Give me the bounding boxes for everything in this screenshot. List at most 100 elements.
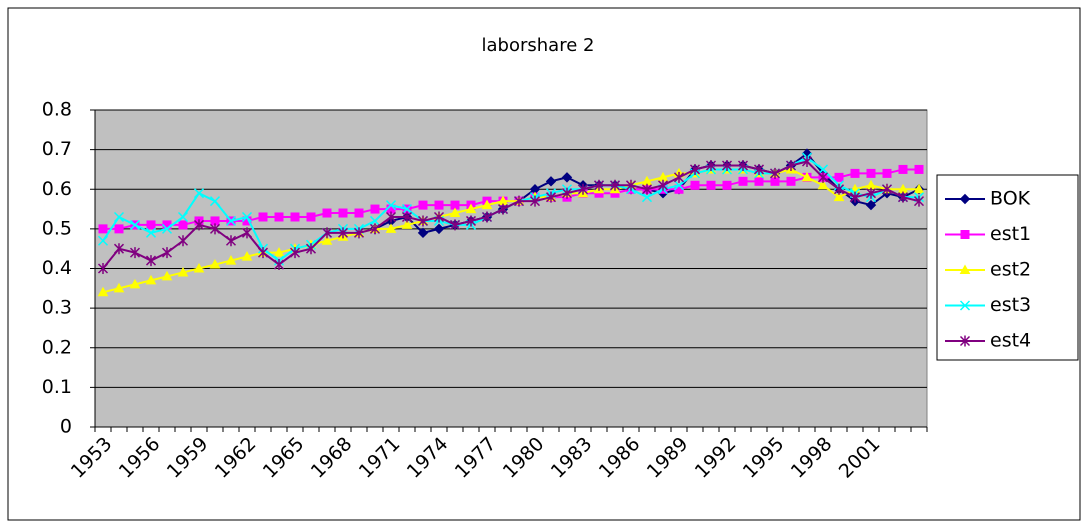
legend-marker (959, 264, 971, 274)
data-point (193, 188, 205, 199)
data-point (881, 183, 893, 195)
data-point (673, 180, 685, 191)
data-point (913, 183, 925, 194)
data-point (129, 278, 141, 289)
data-point (449, 219, 461, 231)
data-point (369, 223, 381, 235)
data-point (914, 164, 924, 174)
data-point (897, 191, 909, 203)
data-point (449, 207, 461, 218)
data-point (241, 227, 253, 239)
data-point (145, 227, 157, 238)
data-point (706, 180, 716, 190)
data-point (849, 191, 861, 203)
data-point (817, 164, 829, 175)
data-point (785, 159, 797, 171)
data-point (833, 183, 845, 195)
data-point (258, 212, 268, 222)
data-point (737, 159, 749, 171)
data-point (801, 156, 813, 168)
data-point (898, 164, 908, 174)
data-point (241, 211, 253, 223)
y-tick-label: 0.5 (42, 217, 72, 239)
data-point (865, 187, 877, 199)
data-point (401, 204, 413, 215)
data-point (497, 203, 509, 215)
data-point (178, 220, 188, 230)
data-point (257, 247, 269, 259)
data-point (417, 227, 429, 239)
legend-label: est2 (990, 259, 1031, 281)
series-line (102, 168, 919, 294)
data-point (738, 176, 748, 186)
data-point (418, 200, 428, 210)
data-point (289, 247, 301, 259)
data-point (465, 215, 477, 227)
data-point (417, 215, 429, 227)
data-point (209, 259, 221, 269)
data-point (113, 243, 125, 255)
legend-label: BOK (990, 188, 1031, 210)
legend-marker (960, 230, 970, 239)
data-point (561, 172, 573, 183)
data-point (529, 195, 541, 207)
data-point (177, 211, 189, 223)
series-line (102, 160, 920, 270)
data-point (481, 211, 493, 223)
data-point (225, 235, 237, 247)
data-point (577, 183, 589, 195)
data-point (401, 219, 413, 229)
data-point (321, 227, 333, 239)
data-point (273, 259, 285, 271)
y-tick-label: 0.2 (42, 336, 72, 358)
data-point (705, 159, 717, 171)
data-point (114, 224, 124, 234)
data-point (834, 172, 844, 182)
data-point (225, 215, 237, 226)
data-point (209, 223, 221, 235)
legend-label: est1 (990, 223, 1031, 245)
data-point (98, 224, 108, 234)
data-point (145, 255, 157, 267)
data-point (161, 247, 173, 259)
data-point (97, 286, 109, 297)
data-point (385, 211, 397, 223)
data-point (337, 227, 349, 239)
data-point (433, 211, 445, 223)
data-point (561, 187, 573, 199)
data-point (305, 243, 317, 255)
data-point (306, 212, 316, 222)
data-point (513, 195, 525, 207)
data-point (370, 204, 380, 214)
data-point (274, 212, 284, 222)
data-point (433, 223, 445, 235)
data-point (369, 215, 381, 226)
data-point (161, 223, 173, 234)
data-point (113, 211, 125, 223)
data-point (722, 180, 732, 190)
data-point (641, 183, 653, 195)
data-point (754, 176, 764, 186)
y-tick-label: 0.1 (42, 376, 72, 398)
data-point (145, 274, 157, 285)
data-point (97, 263, 109, 274)
data-point (625, 179, 637, 191)
data-point (322, 208, 332, 218)
legend (936, 174, 1079, 361)
data-point (865, 199, 877, 211)
y-tick-label: 0.3 (42, 297, 72, 319)
data-point (225, 255, 237, 265)
data-point (385, 223, 397, 233)
data-point (593, 179, 605, 191)
legend-marker (959, 300, 971, 311)
data-point (146, 220, 156, 230)
data-point (866, 168, 876, 178)
data-point (97, 235, 109, 246)
legend-marker (959, 193, 971, 205)
y-tick-label: 0.7 (42, 138, 72, 160)
legend-marker (959, 335, 971, 347)
data-point (673, 171, 685, 183)
legend-label: est3 (990, 294, 1031, 316)
legend-label: est4 (990, 330, 1031, 352)
